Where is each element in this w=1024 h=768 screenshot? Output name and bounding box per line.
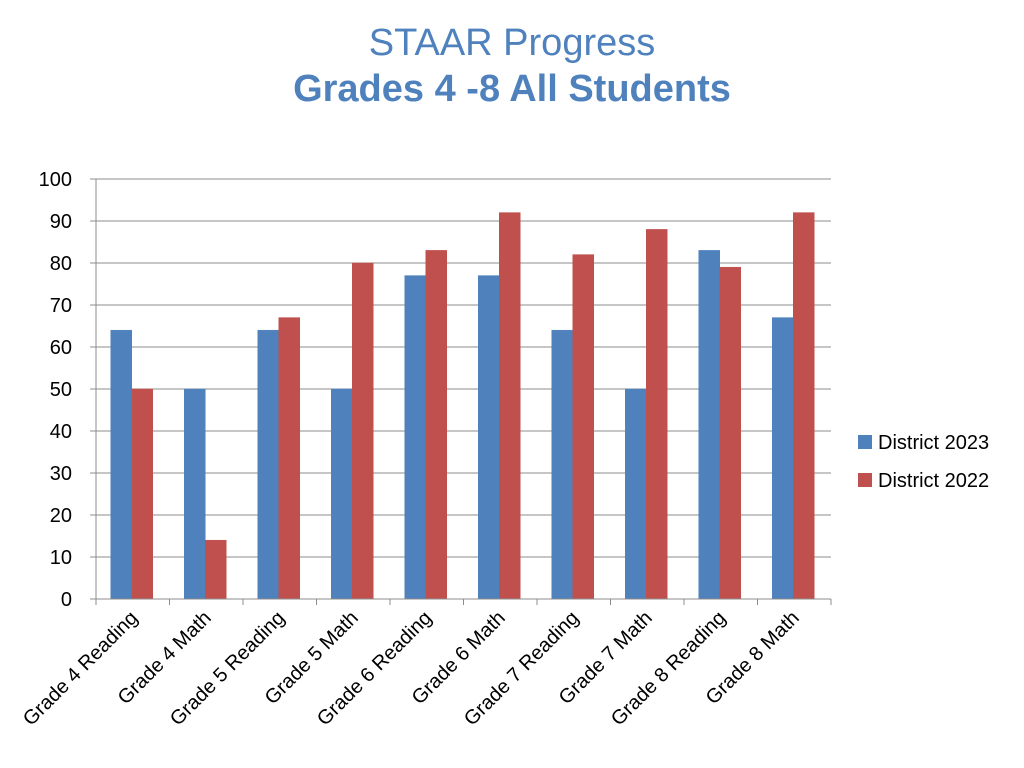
- bar-district-2022: [793, 212, 815, 600]
- legend-swatch: [858, 473, 872, 487]
- chart-subtitle: Grades 4 -8 All Students: [293, 68, 731, 110]
- legend: District 2023 District 2022: [858, 432, 989, 492]
- y-axis-ticks: 0 10 20 30 40 50 60 70 80 90 100: [39, 169, 96, 611]
- y-tick-label: 0: [61, 589, 72, 611]
- chart-title: STAAR Progress: [368, 22, 656, 64]
- bar-district-2023: [478, 275, 500, 600]
- y-tick-label: 30: [50, 463, 72, 485]
- legend-swatch: [858, 435, 872, 449]
- y-tick-label: 50: [50, 379, 72, 401]
- bar-district-2023: [331, 388, 353, 600]
- bar-district-2023: [110, 329, 132, 600]
- y-tick-label: 100: [39, 169, 72, 191]
- y-tick-label: 10: [50, 547, 72, 569]
- legend-label: District 2023: [878, 432, 989, 454]
- bars: [110, 212, 815, 600]
- y-tick-label: 20: [50, 505, 72, 527]
- bar-district-2023: [257, 329, 279, 600]
- bar-district-2022: [278, 317, 300, 600]
- y-tick-label: 60: [50, 337, 72, 359]
- bar-district-2022: [499, 212, 521, 600]
- bar-district-2022: [572, 254, 594, 600]
- bar-district-2023: [551, 329, 573, 600]
- bar-district-2022: [205, 539, 227, 600]
- legend-label: District 2022: [878, 470, 989, 492]
- bar-district-2023: [625, 388, 647, 600]
- y-tick-label: 90: [50, 211, 72, 233]
- bar-district-2023: [772, 317, 794, 600]
- bar-district-2022: [719, 266, 741, 600]
- y-tick-label: 80: [50, 253, 72, 275]
- bar-district-2022: [646, 229, 668, 600]
- bar-district-2023: [404, 275, 426, 600]
- bar-district-2022: [352, 262, 374, 600]
- bar-district-2022: [425, 250, 447, 600]
- y-tick-label: 40: [50, 421, 72, 443]
- bar-district-2023: [698, 250, 720, 600]
- chart-title-block: STAAR Progress Grades 4 -8 All Students: [0, 20, 1024, 112]
- bar-district-2023: [184, 388, 206, 600]
- bar-district-2022: [131, 388, 153, 600]
- y-tick-label: 70: [50, 295, 72, 317]
- x-category-label: Grade 4 Reading: [19, 607, 142, 730]
